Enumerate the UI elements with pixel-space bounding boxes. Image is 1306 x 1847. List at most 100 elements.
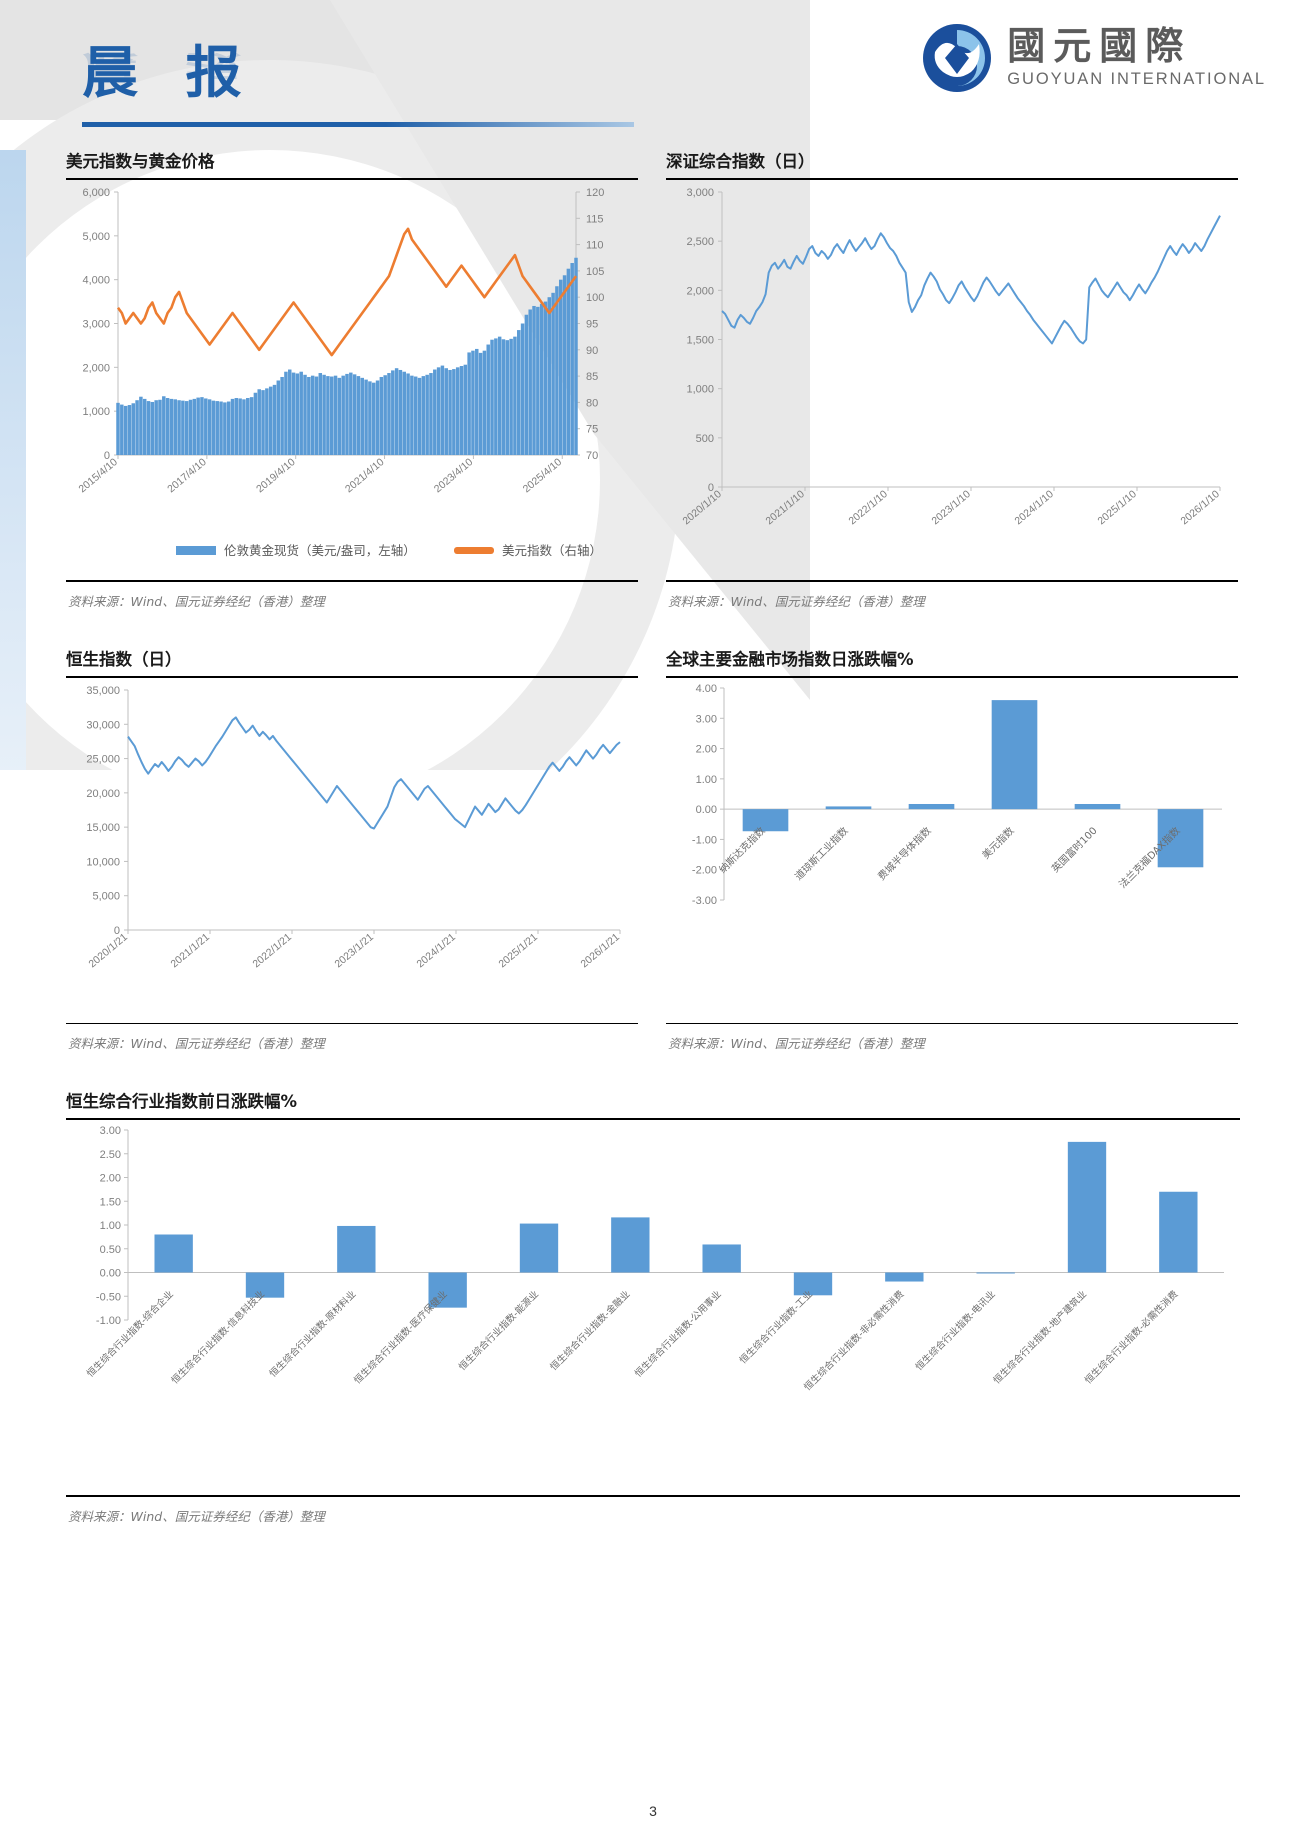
chart-hang-seng: 0 5,000 10,000 15,000 20,000 25,000 30,000 35,0…: [66, 678, 638, 1023]
chart-card-hsci-industry: 恒生综合行业指数前日涨跌幅% -1.00 -0.50 0.00 0.50 1.00 1.5…: [66, 1088, 1240, 1525]
chart-global-markets: -3.00 -2.00 -1.00 0.00 1.00 2.00 3.00 4.00 纳斯达克指…: [666, 678, 1238, 1023]
svg-text:2,000: 2,000: [686, 285, 714, 297]
svg-text:2026/1/10: 2026/1/10: [1178, 488, 1222, 527]
svg-text:1.50: 1.50: [100, 1196, 121, 1208]
svg-text:0.00: 0.00: [100, 1268, 121, 1280]
chart-title-divider: [66, 675, 638, 678]
svg-text:恒生综合行业指数-地产建筑业: 恒生综合行业指数-地产建筑业: [991, 1288, 1089, 1386]
svg-text:1,000: 1,000: [82, 406, 110, 418]
svg-text:2020/1/21: 2020/1/21: [86, 931, 130, 970]
svg-text:2017/4/10: 2017/4/10: [165, 456, 209, 495]
svg-text:2023/4/10: 2023/4/10: [432, 456, 476, 495]
svg-text:90: 90: [586, 345, 598, 357]
svg-text:500: 500: [696, 433, 714, 445]
svg-text:2023/1/10: 2023/1/10: [929, 488, 973, 527]
svg-text:2019/4/10: 2019/4/10: [254, 456, 298, 495]
source-note: 资料来源：Wind、国元证券经纪（香港）整理: [668, 1036, 925, 1051]
svg-text:1.00: 1.00: [100, 1220, 121, 1232]
svg-text:3.00: 3.00: [696, 713, 717, 725]
svg-text:恒生综合行业指数-原材料业: 恒生综合行业指数-原材料业: [267, 1288, 359, 1380]
svg-text:80: 80: [586, 397, 598, 409]
svg-text:2.00: 2.00: [100, 1173, 121, 1185]
page-header: 晨 报 晨 报 國元國際 GUOYUAN INTERNATIONAL: [0, 0, 1306, 148]
svg-text:70: 70: [586, 450, 598, 462]
svg-text:0: 0: [104, 450, 110, 462]
svg-text:-2.00: -2.00: [692, 864, 717, 876]
svg-text:2021/4/10: 2021/4/10: [343, 456, 387, 495]
charts-content: 美元指数与黄金价格 0 1,000 2,000 3,000 4,000 5,000 6,00…: [0, 148, 1306, 1525]
chart-title-divider: [66, 178, 638, 180]
svg-text:3,000: 3,000: [82, 319, 110, 331]
svg-text:恒生综合行业指数-信息科技业: 恒生综合行业指数-信息科技业: [169, 1288, 267, 1386]
svg-text:美元指数（右轴）: 美元指数（右轴）: [502, 543, 602, 558]
chart-row-1: 美元指数与黄金价格 0 1,000 2,000 3,000 4,000 5,000 6,00…: [66, 148, 1240, 610]
svg-text:2015/4/10: 2015/4/10: [76, 456, 120, 495]
svg-text:120: 120: [586, 187, 604, 199]
svg-text:6,000: 6,000: [82, 187, 110, 199]
svg-text:2025/1/21: 2025/1/21: [496, 931, 540, 970]
svg-text:2022/1/21: 2022/1/21: [250, 931, 294, 970]
chart-title-hsci-industry: 恒生综合行业指数前日涨跌幅%: [66, 1092, 298, 1111]
source-note: 资料来源：Wind、国元证券经纪（香港）整理: [68, 593, 325, 609]
page-title: 晨 报: [82, 41, 256, 106]
svg-text:美元指数: 美元指数: [979, 824, 1016, 861]
svg-text:20,000: 20,000: [86, 787, 120, 799]
chart-usd-gold: 0 1,000 2,000 3,000 4,000 5,000 6,000 70 75 80 85 9…: [66, 180, 638, 580]
svg-text:0.00: 0.00: [696, 804, 717, 816]
source-divider: [66, 1022, 638, 1024]
svg-text:30,000: 30,000: [86, 719, 120, 731]
svg-text:1,000: 1,000: [686, 384, 714, 396]
svg-text:75: 75: [586, 424, 598, 436]
chart-szse-composite: 0 500 1,000 1,500 2,000 2,500 3,000 2020/1/10 20…: [666, 180, 1238, 580]
chart-card-usd-gold: 美元指数与黄金价格 0 1,000 2,000 3,000 4,000 5,000 6,00…: [66, 148, 638, 610]
svg-text:0: 0: [708, 482, 714, 494]
svg-text:2024/1/21: 2024/1/21: [414, 931, 458, 970]
chart-title-usd-gold: 美元指数与黄金价格: [66, 152, 215, 171]
header-divider: [82, 122, 634, 127]
svg-text:85: 85: [586, 371, 598, 383]
svg-text:2.50: 2.50: [100, 1149, 121, 1161]
svg-text:2025/1/10: 2025/1/10: [1095, 488, 1139, 527]
svg-text:2025/4/10: 2025/4/10: [521, 456, 565, 495]
svg-text:0.50: 0.50: [100, 1244, 121, 1256]
svg-text:恒生综合行业指数-金融业: 恒生综合行业指数-金融业: [548, 1288, 633, 1373]
svg-text:4.00: 4.00: [696, 683, 717, 695]
svg-text:恒生综合行业指数-电讯业: 恒生综合行业指数-电讯业: [913, 1288, 998, 1373]
svg-text:10,000: 10,000: [86, 856, 120, 868]
svg-text:2021/1/10: 2021/1/10: [763, 488, 807, 527]
svg-text:100: 100: [586, 292, 604, 304]
svg-text:105: 105: [586, 266, 604, 278]
svg-text:2020/1/10: 2020/1/10: [680, 488, 724, 527]
chart-row-3: 恒生综合行业指数前日涨跌幅% -1.00 -0.50 0.00 0.50 1.00 1.5…: [66, 1088, 1240, 1525]
chart-row-2: 恒生指数（日） 0 5,000 10,000 15,000 20,000 25,000 30…: [66, 646, 1240, 1053]
page-number: 3: [649, 1803, 657, 1819]
svg-text:35,000: 35,000: [86, 685, 120, 697]
svg-text:25,000: 25,000: [86, 753, 120, 765]
svg-text:5,000: 5,000: [82, 231, 110, 243]
svg-text:3.00: 3.00: [100, 1125, 121, 1137]
svg-text:1.00: 1.00: [696, 773, 717, 785]
svg-text:5,000: 5,000: [92, 890, 120, 902]
chart-title-hang-seng: 恒生指数（日）: [66, 649, 182, 669]
svg-text:2021/1/21: 2021/1/21: [168, 931, 212, 970]
svg-text:恒生综合行业指数-工业: 恒生综合行业指数-工业: [737, 1288, 815, 1366]
svg-text:伦敦黄金现货（美元/盎司，左轴）: 伦敦黄金现货（美元/盎司，左轴）: [224, 543, 416, 558]
svg-text:2023/1/21: 2023/1/21: [332, 931, 376, 970]
svg-text:恒生综合行业指数-能源业: 恒生综合行业指数-能源业: [456, 1288, 541, 1373]
svg-text:恒生综合行业指数-医疗保健业: 恒生综合行业指数-医疗保健业: [352, 1288, 450, 1386]
svg-text:2,500: 2,500: [686, 236, 714, 248]
company-logo: 國元國際 GUOYUAN INTERNATIONAL: [921, 22, 1266, 94]
source-note: 资料来源：Wind、国元证券经纪（香港）整理: [668, 593, 925, 609]
svg-text:-0.50: -0.50: [96, 1291, 121, 1303]
source-divider: [666, 1022, 1238, 1024]
svg-text:-1.00: -1.00: [96, 1315, 121, 1327]
svg-text:费城半导体指数: 费城半导体指数: [875, 824, 934, 883]
chart-title-divider: [66, 1118, 1240, 1120]
svg-text:1,500: 1,500: [686, 335, 714, 347]
chart-title-szse: 深证综合指数（日）: [666, 152, 815, 171]
source-note: 资料来源：Wind、国元证券经纪（香港）整理: [68, 1508, 325, 1524]
svg-text:道琼斯工业指数: 道琼斯工业指数: [792, 824, 851, 883]
svg-text:4,000: 4,000: [82, 275, 110, 287]
svg-text:0: 0: [114, 925, 120, 937]
